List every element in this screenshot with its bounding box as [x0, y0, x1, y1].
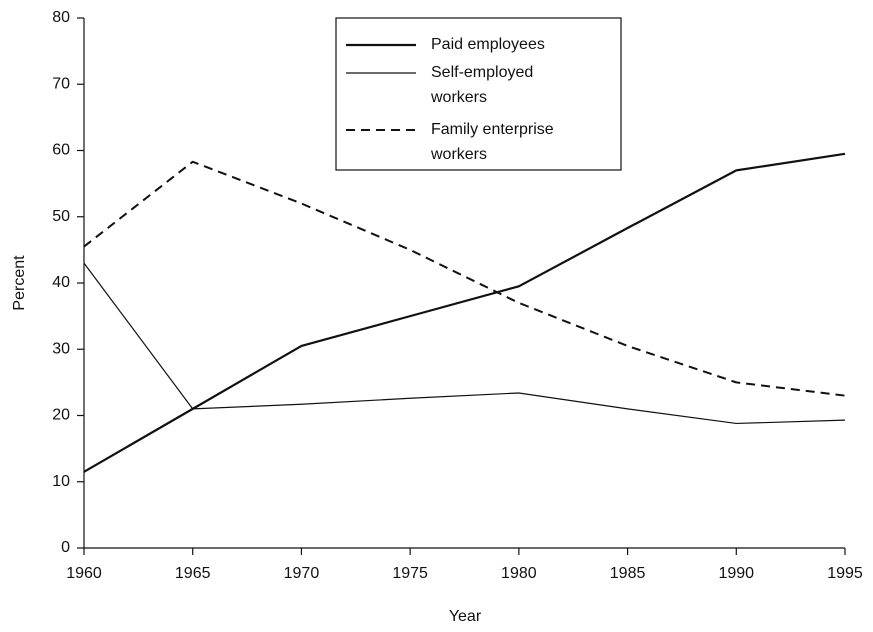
legend-item: Family enterprise workers [431, 121, 554, 163]
x-tick-label: 1985 [610, 565, 646, 582]
x-axis-label: Year [449, 608, 482, 625]
x-tick-label: 1965 [175, 565, 211, 582]
y-axis-label: Percent [11, 255, 28, 311]
y-tick-label: 70 [52, 75, 70, 92]
x-tick-label: 1960 [66, 565, 102, 582]
x-tick-label: 1975 [392, 565, 428, 582]
y-tick-label: 20 [52, 407, 70, 424]
x-tick-label: 1980 [501, 565, 537, 582]
legend-box [335, 17, 622, 171]
x-tick-label: 1990 [718, 565, 754, 582]
legend-label: Self-employed workers [431, 64, 534, 106]
y-tick-label: 60 [52, 142, 70, 159]
y-tick-label: 30 [52, 340, 70, 357]
legend-label: Family enterprise workers [431, 121, 554, 163]
y-tick-label: 80 [52, 9, 70, 26]
y-tick-label: 40 [52, 274, 70, 291]
legend-item: Self-employed workers [431, 64, 534, 106]
x-tick-label: 1970 [284, 565, 320, 582]
y-tick-label: 50 [52, 208, 70, 225]
legend-label: Paid employees [431, 36, 545, 53]
y-tick-label: 10 [52, 473, 70, 490]
x-tick-label: 1995 [827, 565, 863, 582]
series-line [83, 160, 846, 397]
series-line [83, 152, 846, 473]
y-tick-label: 0 [61, 539, 70, 556]
series-line [83, 262, 846, 425]
legend-item: Paid employees [431, 36, 545, 53]
